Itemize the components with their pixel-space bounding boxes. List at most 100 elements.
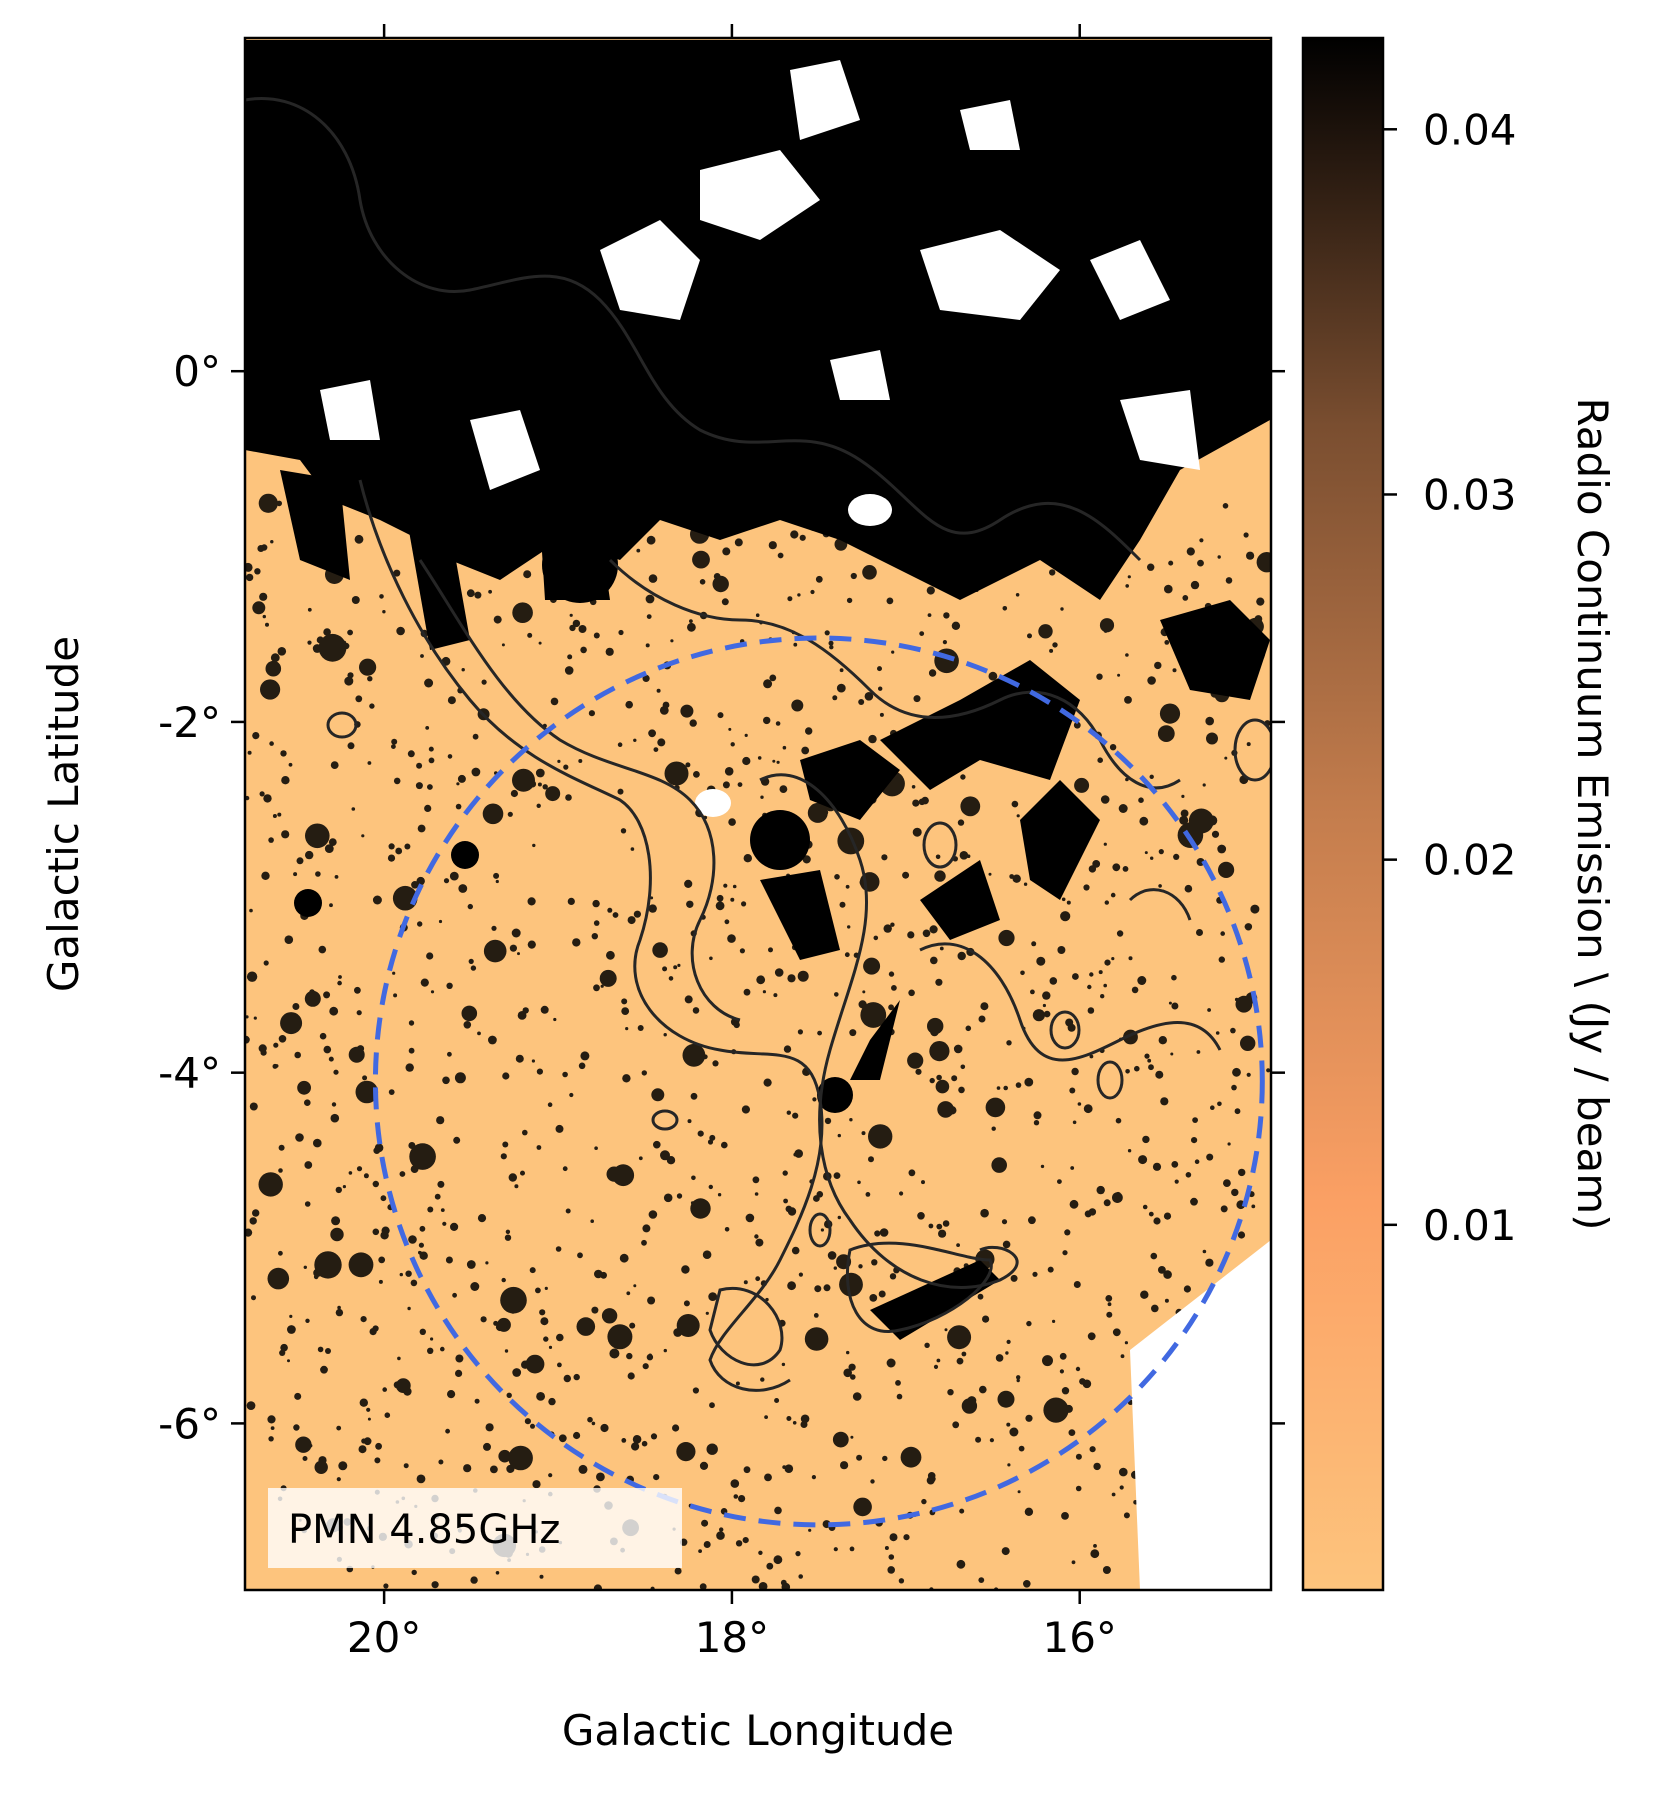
noise-speckle: [1002, 1240, 1011, 1249]
noise-speckle: [449, 871, 459, 881]
noise-speckle: [509, 944, 517, 952]
noise-speckle: [684, 995, 693, 1004]
noise-speckle: [445, 1256, 453, 1264]
noise-speckle: [270, 1426, 275, 1430]
noise-speckle: [405, 1270, 412, 1277]
noise-speckle: [1112, 1328, 1121, 1337]
noise-speckle: [1061, 1387, 1070, 1395]
noise-speckle: [593, 920, 600, 926]
noise-speckle: [957, 819, 965, 826]
noise-speckle: [335, 1308, 344, 1317]
noise-speckle: [555, 1124, 564, 1133]
noise-speckle: [580, 1051, 590, 1061]
noise-speckle: [1171, 1161, 1179, 1168]
noise-speckle: [944, 1328, 948, 1332]
noise-speckle: [1190, 1197, 1198, 1206]
noise-speckle: [407, 750, 415, 758]
noise-speckle: [951, 621, 961, 630]
noise-speckle: [728, 818, 736, 826]
noise-speckle: [982, 1315, 990, 1323]
noise-speckle: [405, 1063, 414, 1072]
noise-speckle: [1033, 1120, 1040, 1126]
noise-speckle: [521, 1360, 530, 1369]
noise-speckle: [1006, 1040, 1012, 1046]
noise-speckle: [712, 575, 729, 593]
noise-speckle: [520, 1170, 525, 1176]
noise-speckle: [524, 1418, 532, 1425]
noise-speckle: [847, 925, 851, 929]
noise-speckle: [260, 679, 281, 700]
noise-speckle: [996, 1086, 1001, 1090]
noise-speckle: [420, 654, 424, 658]
noise-speckle: [367, 761, 372, 765]
noise-speckle: [833, 1266, 837, 1270]
noise-speckle: [1147, 1058, 1152, 1063]
noise-speckle: [600, 1271, 607, 1279]
noise-speckle: [323, 628, 331, 636]
noise-speckle: [605, 647, 614, 656]
noise-speckle: [485, 1423, 494, 1432]
noise-speckle: [491, 925, 497, 931]
noise-speckle: [1202, 1249, 1207, 1254]
noise-speckle: [378, 1256, 386, 1264]
noise-speckle: [674, 1567, 682, 1575]
noise-speckle: [280, 1343, 288, 1352]
noise-speckle: [863, 957, 881, 975]
noise-speckle: [295, 1133, 304, 1142]
noise-speckle: [277, 647, 287, 656]
noise-speckle: [365, 1266, 371, 1272]
noise-speckle: [1194, 1159, 1200, 1164]
noise-speckle: [538, 641, 542, 645]
noise-speckle: [869, 1294, 878, 1302]
noise-speckle: [873, 935, 879, 941]
noise-speckle: [253, 1016, 257, 1020]
noise-speckle: [397, 1356, 401, 1361]
noise-speckle: [698, 1549, 702, 1553]
noise-speckle: [886, 1358, 896, 1368]
noise-speckle: [578, 1062, 586, 1070]
noise-speckle: [470, 1282, 480, 1291]
noise-speckle: [330, 1113, 340, 1123]
noise-speckle: [495, 879, 499, 884]
noise-speckle: [1036, 956, 1046, 966]
noise-speckle: [1144, 851, 1148, 855]
noise-speckle: [606, 950, 615, 960]
region-circle: [372, 635, 1265, 1528]
noise-speckle: [545, 786, 561, 802]
noise-speckle: [627, 1372, 635, 1380]
noise-speckle: [717, 1193, 722, 1197]
noise-speckle: [727, 934, 736, 943]
noise-speckle: [860, 1002, 887, 1028]
noise-speckle: [1163, 1270, 1172, 1279]
noise-speckle: [1033, 1111, 1042, 1120]
noise-speckle: [653, 1140, 661, 1149]
noise-speckle: [1122, 866, 1129, 872]
noise-speckle: [692, 550, 710, 569]
noise-speckle: [1052, 642, 1058, 648]
noise-speckle: [425, 726, 430, 730]
noise-speckle: [263, 794, 272, 803]
noise-speckle: [1192, 1117, 1198, 1123]
noise-speckle: [1119, 1467, 1128, 1477]
noise-speckle: [391, 738, 398, 745]
noise-speckle: [776, 760, 780, 764]
noise-speckle: [1015, 593, 1020, 597]
noise-speckle: [1140, 1290, 1149, 1299]
noise-speckle: [463, 1021, 472, 1029]
noise-speckle: [617, 742, 623, 747]
noise-speckle: [991, 1157, 1007, 1173]
noise-speckle: [506, 1392, 512, 1399]
noise-speckle: [1154, 661, 1162, 670]
noise-speckle: [631, 1442, 640, 1451]
noise-speckle: [351, 807, 356, 811]
noise-speckle: [430, 990, 435, 994]
noise-speckle: [1016, 814, 1020, 818]
noise-speckle: [1127, 575, 1131, 579]
noise-speckle: [562, 1071, 568, 1078]
noise-speckle: [641, 1070, 647, 1076]
noise-speckle: [418, 1250, 422, 1255]
noise-speckle: [447, 754, 453, 759]
noise-speckle: [792, 1421, 797, 1425]
noise-speckle: [858, 699, 865, 705]
noise-speckle: [363, 1173, 369, 1179]
